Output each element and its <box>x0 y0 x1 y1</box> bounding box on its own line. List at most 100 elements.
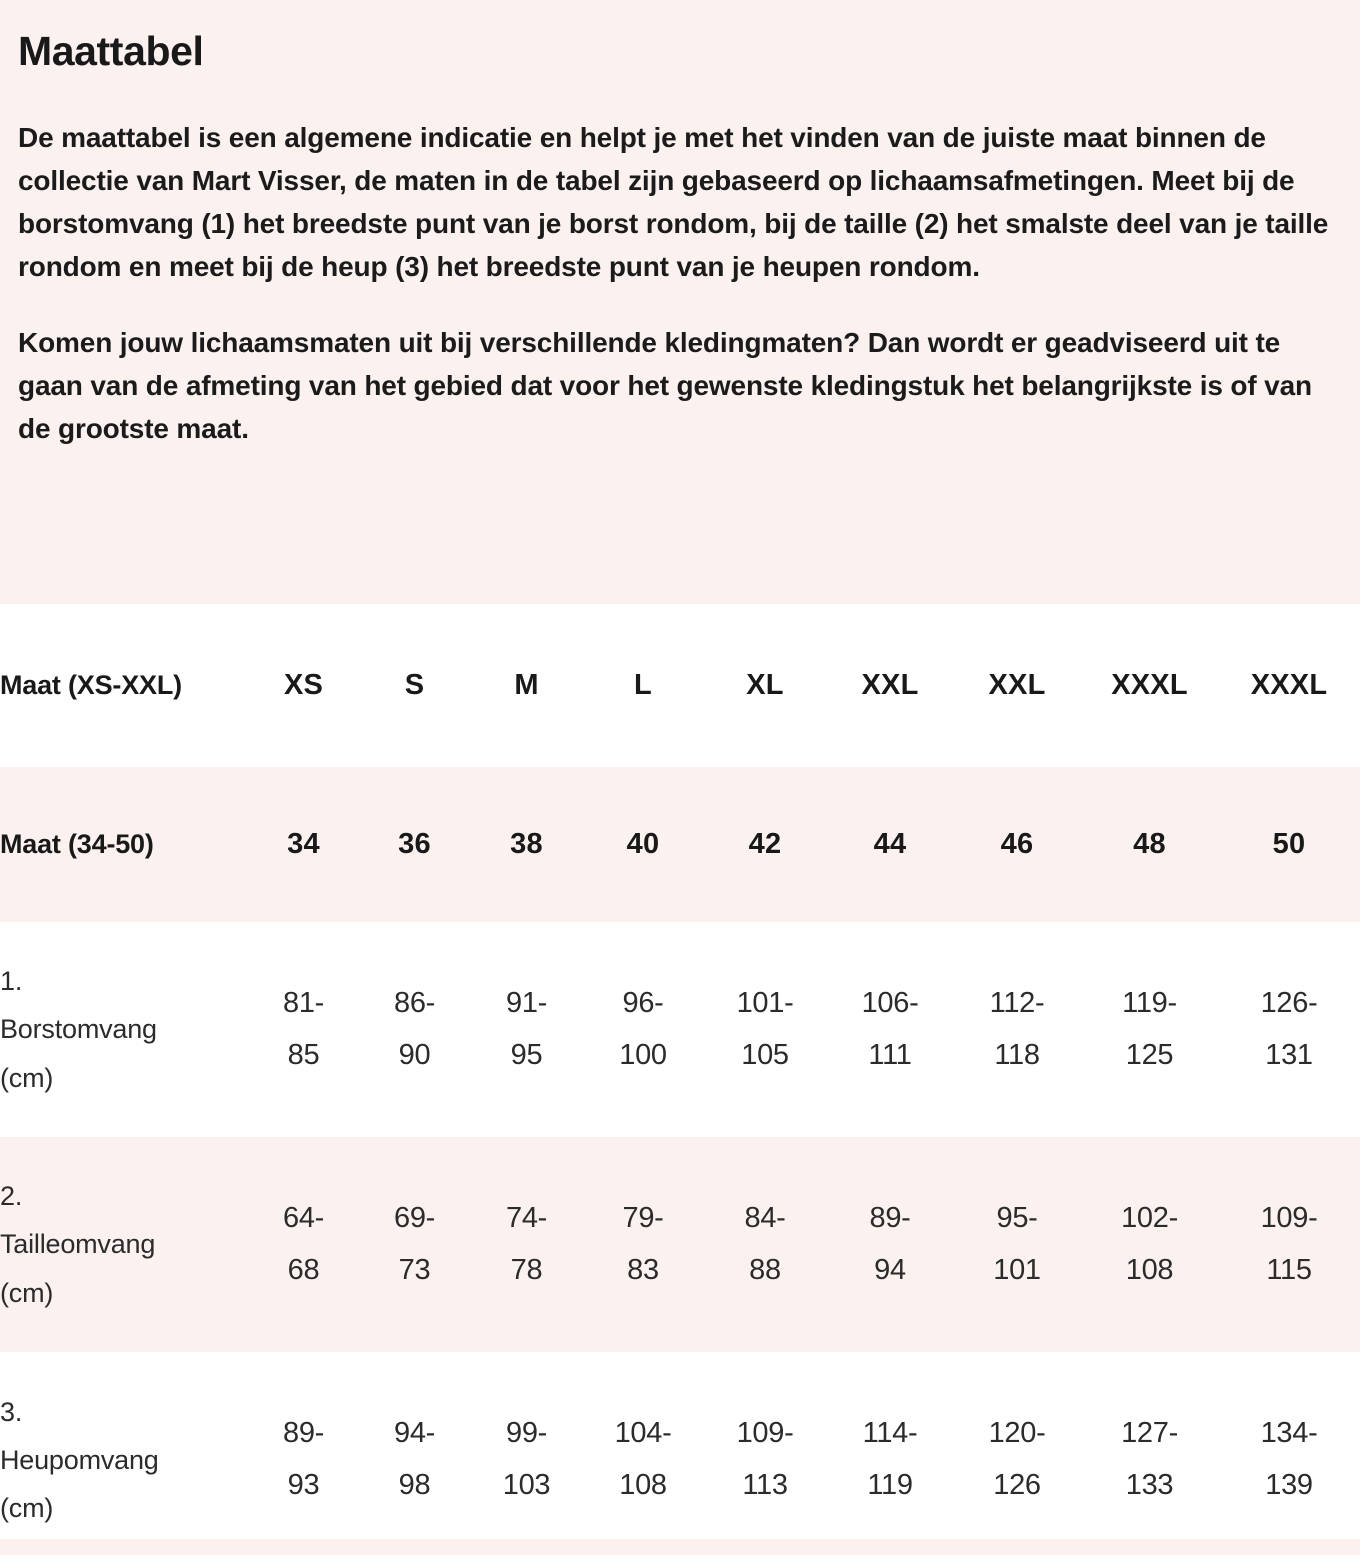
table-row-heupomvang: 3. Heupomvang (cm) 89- 93 94- 98 99- 1 <box>0 1352 1360 1568</box>
row-label-line-2: Heupomvang <box>0 1444 159 1475</box>
range-to: 111 <box>868 1038 912 1071</box>
size-table: Maat (XS-XXL) XS S M L XL XXL XXL XXXL X… <box>0 604 1360 1568</box>
cell-heupomvang-xxxl-2: 134- 139 <box>1218 1352 1360 1568</box>
cell-tailleomvang-xxxl-1: 102- 108 <box>1081 1137 1218 1352</box>
header-cell-38: 38 <box>510 828 543 860</box>
header-cell-34: 34 <box>287 828 320 860</box>
cell-borstomvang-l: 96- 100 <box>583 922 703 1137</box>
range-from: 64- <box>282 1201 324 1234</box>
range-to: 90 <box>398 1038 431 1071</box>
cell-heupomvang-s: 94- 98 <box>359 1352 470 1568</box>
cell-tailleomvang-l: 79- 83 <box>583 1137 703 1352</box>
intro-paragraph-2: Komen jouw lichaamsmaten uit bij verschi… <box>18 327 1312 445</box>
range-to: 98 <box>398 1469 431 1501</box>
range-from: 94- <box>393 1417 435 1450</box>
range-to: 100 <box>619 1038 667 1071</box>
range-from: 91- <box>505 986 547 1019</box>
range-to: 88 <box>749 1253 781 1286</box>
range-to: 108 <box>1125 1253 1174 1286</box>
range-to: 95 <box>510 1038 543 1071</box>
cell-borstomvang-xxxl-2: 126- 131 <box>1218 922 1360 1137</box>
range-from: 112- <box>989 986 1045 1019</box>
range-from: 134- <box>1260 1417 1318 1450</box>
range-from: 102- <box>1121 1201 1178 1234</box>
cell-borstomvang-xxl-2: 112- 118 <box>953 922 1081 1137</box>
header-cell-42: 42 <box>748 828 782 860</box>
row-header-borstomvang: 1. Borstomvang (cm) <box>0 922 248 1137</box>
range-to: 103 <box>502 1469 551 1501</box>
range-from: 114- <box>862 1417 918 1450</box>
range-from: 79- <box>622 1201 664 1234</box>
range-to: 125 <box>1125 1038 1174 1071</box>
range-to: 85 <box>287 1038 320 1071</box>
range-to: 115 <box>1266 1253 1312 1286</box>
header-cell-40: 40 <box>626 828 660 860</box>
header-cell-36: 36 <box>398 828 431 860</box>
range-from: 119- <box>1122 986 1177 1019</box>
cell-borstomvang-xl: 101- 105 <box>703 922 827 1137</box>
cell-borstomvang-xxl-1: 106- 111 <box>827 922 953 1137</box>
range-from: 96- <box>622 986 664 1019</box>
range-from: 109- <box>736 1417 794 1450</box>
range-to: 113 <box>742 1469 788 1501</box>
header-cell-50: 50 <box>1272 828 1306 860</box>
cell-borstomvang-xxxl-1: 119- 125 <box>1081 922 1218 1137</box>
row-header-tailleomvang: 2. Tailleomvang (cm) <box>0 1137 248 1352</box>
range-to: 93 <box>287 1469 320 1501</box>
row-header-maat-xs-xxl: Maat (XS-XXL) <box>0 670 182 701</box>
row-label-line-1: 1. <box>0 966 23 997</box>
range-from: 81- <box>282 986 324 1019</box>
header-cell-l: L <box>634 669 652 701</box>
range-to: 119 <box>867 1469 913 1501</box>
range-from: 109- <box>1260 1201 1318 1234</box>
size-table-container: Maat (XS-XXL) XS S M L XL XXL XXL XXXL X… <box>0 604 1360 1568</box>
cell-heupomvang-xs: 89- 93 <box>248 1352 359 1568</box>
cell-heupomvang-l: 104- 108 <box>583 1352 703 1568</box>
header-cell-xxxl-2: XXXL <box>1250 669 1328 701</box>
range-from: 95- <box>996 1201 1038 1234</box>
row-header-heupomvang: 3. Heupomvang (cm) <box>0 1352 248 1568</box>
cell-borstomvang-m: 91- 95 <box>470 922 583 1137</box>
range-to: 105 <box>741 1038 789 1071</box>
table-footer-strip <box>0 1539 1360 1555</box>
range-from: 106- <box>861 986 919 1019</box>
range-to: 131 <box>1265 1038 1313 1071</box>
cell-heupomvang-xl: 109- 113 <box>703 1352 827 1568</box>
range-from: 86- <box>393 986 435 1019</box>
cell-tailleomvang-xxl-1: 89- 94 <box>827 1137 953 1352</box>
range-from: 126- <box>1260 986 1318 1019</box>
header-cell-xs: XS <box>283 669 324 701</box>
range-to: 68 <box>287 1253 320 1286</box>
cell-tailleomvang-xl: 84- 88 <box>703 1137 827 1352</box>
cell-borstomvang-xs: 81- 85 <box>248 922 359 1137</box>
range-to: 83 <box>627 1253 659 1286</box>
row-label-line-3: (cm) <box>0 1277 54 1308</box>
range-from: 84- <box>744 1201 786 1234</box>
range-from: 89- <box>869 1201 911 1234</box>
range-to: 78 <box>510 1253 543 1286</box>
cell-heupomvang-xxxl-1: 127- 133 <box>1081 1352 1218 1568</box>
table-row-size-numbers: Maat (34-50) 34 36 38 40 42 44 46 48 50 <box>0 767 1360 922</box>
header-cell-s: S <box>404 669 425 701</box>
range-from: 120- <box>988 1417 1046 1450</box>
cell-heupomvang-xxl-2: 120- 126 <box>953 1352 1081 1568</box>
header-cell-m: M <box>514 669 539 701</box>
page-title: Maattabel <box>18 28 204 74</box>
header-cell-xxl-1: XXL <box>861 669 919 701</box>
range-to: 118 <box>994 1038 1040 1071</box>
row-label-line-2: Tailleomvang <box>0 1229 156 1260</box>
row-label-line-1: 2. <box>0 1181 23 1212</box>
table-row-borstomvang: 1. Borstomvang (cm) 81- 85 86- 90 91- <box>0 922 1360 1137</box>
header-cell-46: 46 <box>1000 828 1034 860</box>
range-from: 101- <box>736 986 794 1019</box>
range-from: 74- <box>505 1201 547 1234</box>
range-to: 133 <box>1125 1469 1174 1501</box>
table-row-size-letters: Maat (XS-XXL) XS S M L XL XXL XXL XXXL X… <box>0 604 1360 767</box>
header-cell-48: 48 <box>1133 828 1166 860</box>
range-to: 139 <box>1265 1469 1313 1501</box>
range-from: 89- <box>282 1417 324 1450</box>
row-label-line-2: Borstomvang <box>0 1014 157 1045</box>
row-label-line-1: 3. <box>0 1396 23 1427</box>
header-cell-xxl-2: XXL <box>988 669 1046 701</box>
